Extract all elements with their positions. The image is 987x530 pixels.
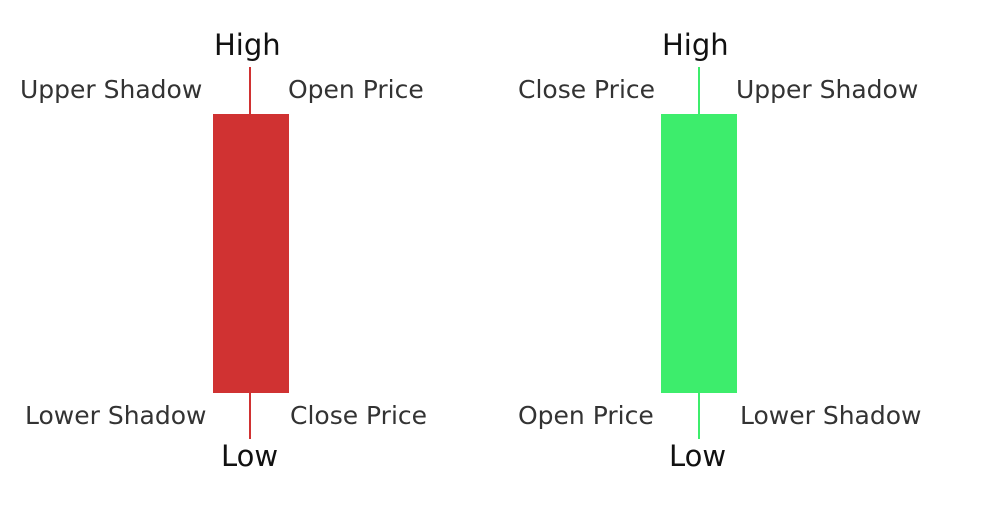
bullish-upper-shadow-label: Upper Shadow [736, 75, 919, 104]
bearish-lower-shadow-label: Lower Shadow [25, 401, 207, 430]
bearish-candle-body [213, 114, 289, 393]
bullish-candle-body [661, 114, 737, 393]
bullish-low-label: Low [669, 439, 727, 473]
bearish-low-label: Low [221, 439, 279, 473]
bearish-close-price-label: Close Price [290, 401, 428, 430]
bearish-upper-shadow-label: Upper Shadow [20, 75, 203, 104]
bearish-upper-wick [249, 67, 251, 114]
bullish-high-label: High [662, 28, 729, 62]
bearish-lower-wick [249, 393, 251, 439]
bullish-upper-wick [698, 67, 700, 114]
bullish-close-price-label: Close Price [518, 75, 656, 104]
bullish-open-price-label: Open Price [518, 401, 654, 430]
bullish-lower-wick [698, 393, 700, 439]
bearish-high-label: High [214, 28, 281, 62]
bullish-lower-shadow-label: Lower Shadow [740, 401, 922, 430]
bearish-open-price-label: Open Price [288, 75, 424, 104]
